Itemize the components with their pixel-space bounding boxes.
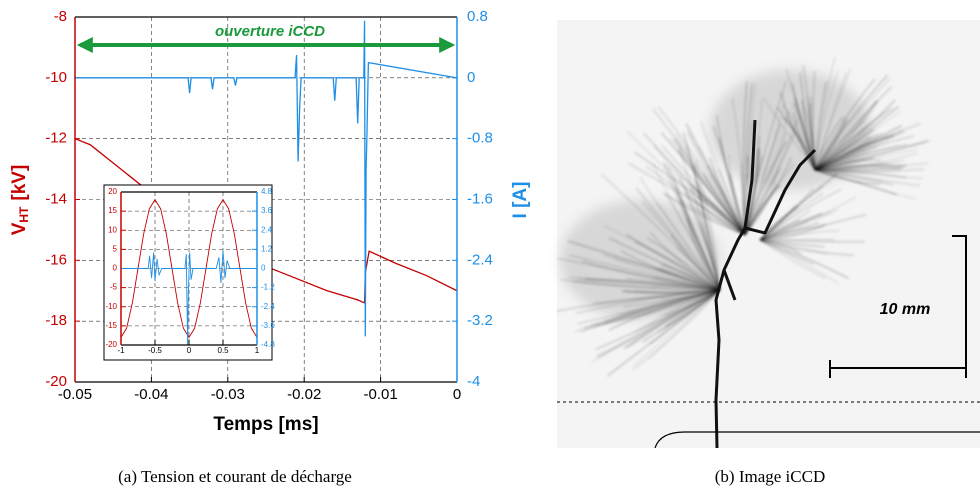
y2-tick-label: -1.6 [467,190,493,207]
caption: (b) Image iCCD [715,467,825,486]
y2-tick-label: -2.4 [467,251,493,268]
y2-tick-label: 0.8 [467,8,488,25]
y-tick-label: 10 [108,225,117,234]
chart-layer: -20-18-16-14-12-10-8-4-3.2-2.4-1.6-0.800… [9,8,531,435]
y-tick-label: -20 [105,340,117,349]
x-tick-label: -0.5 [148,346,162,355]
y-tick-label: -5 [110,283,118,292]
x-axis-label: Temps [ms] [213,414,318,435]
annotation: ouverture iCCD [215,23,325,40]
y-tick-label: 0 [113,264,118,273]
y-tick-label: -8 [54,8,67,25]
y2-tick-label: -1.2 [261,283,275,292]
y2-tick-label: -2.4 [261,302,275,311]
x-tick-label: 0.5 [217,346,229,355]
x-tick-label: 0 [187,346,192,355]
y-label-sub: HT [17,206,31,223]
x-tick-label: -0.02 [287,386,321,403]
x-tick-label: -0.04 [134,386,168,403]
y-tick-label: -12 [45,130,67,147]
y2-tick-label: 3.6 [261,206,273,215]
y2-tick-label: 0 [467,69,475,86]
y2-tick-label: -4 [467,373,480,390]
x-tick-label: -1 [117,346,125,355]
x-tick-label: -0.03 [211,386,245,403]
y2-axis-label: I [A] [510,182,531,219]
x-tick-label: 0 [453,386,461,403]
y2-tick-label: -3.6 [261,321,275,330]
y2-tick-label: -0.8 [467,130,493,147]
y2-tick-label: 1.2 [261,244,273,253]
y2-tick-label: 2.4 [261,225,273,234]
y2-tick-label: -3.2 [467,312,493,329]
y-label-unit: [kV] [9,165,30,201]
y-tick-label: 5 [113,244,118,253]
iccd-image: 10 mm [557,20,980,448]
y2-tick-label: -4.8 [261,340,275,349]
y2-tick-label: 0 [261,264,266,273]
y-tick-label: 20 [108,187,117,196]
y-tick-label: -10 [45,69,67,86]
y-tick-label: -16 [45,251,67,268]
y-axis-label: VHT [kV] [9,165,31,236]
y-tick-label: -10 [105,302,117,311]
caption: (a) Tension et courant de décharge [118,467,352,486]
y-tick-label: 15 [108,206,117,215]
y-tick-label: -18 [45,312,67,329]
inset-chart: -20-15-10-505101520-4.8-3.6-2.4-1.201.22… [104,185,275,360]
x-tick-label: 1 [255,346,260,355]
y-label-main: V [9,222,30,235]
y2-tick-label: 4.8 [261,187,273,196]
x-tick-label: -0.05 [58,386,92,403]
x-tick-label: -0.01 [363,386,397,403]
scale-label: 10 mm [880,301,931,318]
y-tick-label: -14 [45,190,67,207]
y-tick-label: -15 [105,321,117,330]
